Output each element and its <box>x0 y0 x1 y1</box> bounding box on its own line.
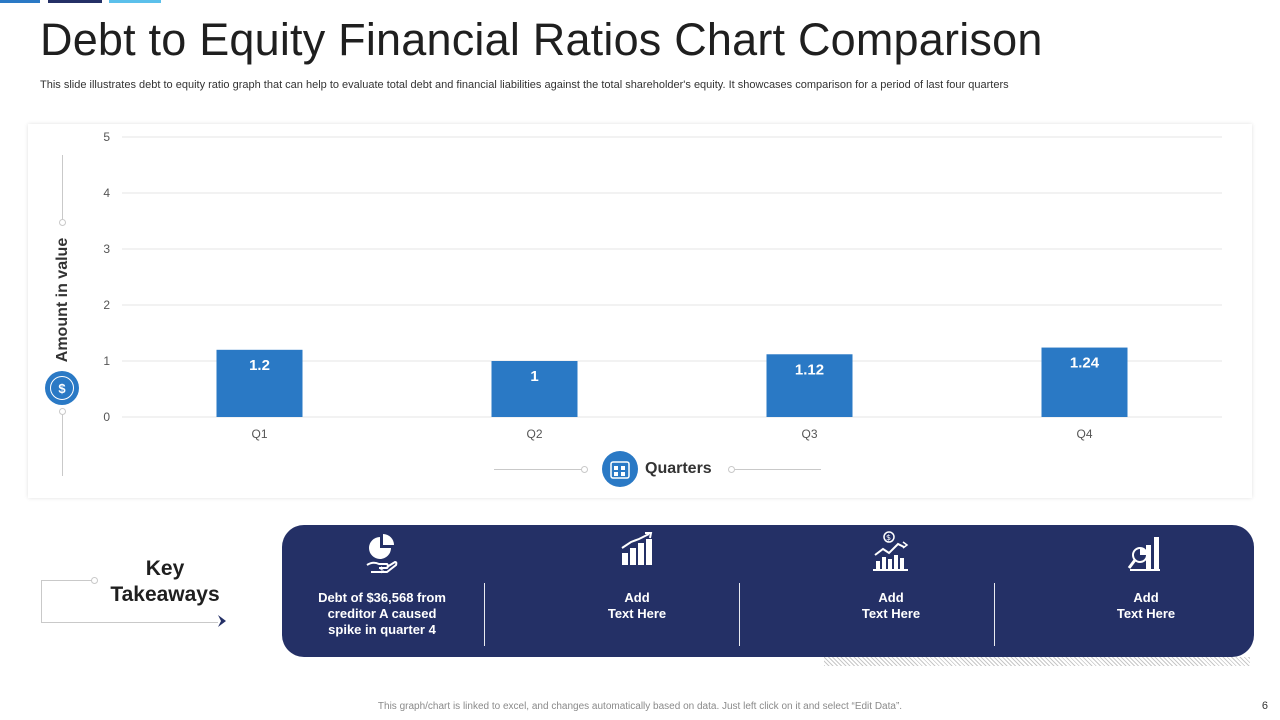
x-tick-label: Q4 <box>1076 427 1092 441</box>
y-axis-title: Amount in value <box>54 237 71 363</box>
xlabel-line-right <box>735 469 821 470</box>
takeaways-title-line1: Key <box>145 557 185 580</box>
top-accent-bar-2 <box>48 0 102 3</box>
x-tick-label: Q3 <box>801 427 817 441</box>
takeaway-4-line2: Text Here <box>1116 606 1176 621</box>
x-tick-label: Q2 <box>526 427 542 441</box>
ylabel-line-top <box>62 155 63 221</box>
xlabel-line-dot-right <box>728 466 735 473</box>
takeaway-4-line1: Add <box>1133 590 1159 605</box>
takeaway-item-2[interactable]: Add Text Here <box>542 525 732 657</box>
page-title: Debt to Equity Financial Ratios Chart Co… <box>40 14 1043 65</box>
y-tick-label: 3 <box>103 242 110 256</box>
page-number: 6 <box>1261 700 1268 712</box>
y-tick-label: 1 <box>103 354 110 368</box>
takeaway-1-line3: spike in quarter 4 <box>328 622 436 637</box>
divider-2 <box>739 583 740 646</box>
takeaway-1-line2: creditor A caused <box>327 606 437 621</box>
top-accent-bar-1 <box>0 0 40 3</box>
svg-text:$: $ <box>886 533 891 542</box>
footer-note: This graph/chart is linked to excel, and… <box>377 701 903 712</box>
pie-chart-hand-icon: $ <box>365 531 399 580</box>
y-tick-label: 5 <box>103 130 110 144</box>
ylabel-line-bottom <box>62 414 63 476</box>
takeaways-title-line2: Takeaways <box>110 583 220 606</box>
x-tick-label: Q1 <box>251 427 267 441</box>
x-axis-title: Quarters <box>645 460 712 477</box>
takeaways-frame-top <box>41 580 93 581</box>
takeaways-title: Key Takeaways <box>100 556 230 608</box>
divider-1 <box>484 583 485 646</box>
bar-chart[interactable]: 0 1 2 3 4 5 1.2 Q1 1 Q2 1.12 Q3 1.24 Q4 <box>0 0 1280 500</box>
bar-chart-icon <box>619 531 655 576</box>
takeaway-2-line2: Text Here <box>607 606 667 621</box>
calendar-circle-icon <box>602 451 638 487</box>
dollar-circle-icon: $ <box>45 371 79 405</box>
takeaway-item-1[interactable]: $ Debt of $36,568 from creditor A caused… <box>286 525 478 657</box>
analytics-icon <box>1126 531 1166 578</box>
data-label: 1.2 <box>249 357 270 374</box>
takeaways-panel: $ Debt of $36,568 from creditor A caused… <box>282 525 1254 657</box>
takeaways-frame <box>41 580 218 623</box>
y-tick-label: 4 <box>103 186 110 200</box>
takeaway-3-line1: Add <box>878 590 904 605</box>
bar <box>491 361 578 417</box>
ylabel-line-dot-top <box>59 219 66 226</box>
chevron-right-icon <box>216 612 228 633</box>
takeaways-frame-dot <box>91 577 98 584</box>
takeaway-3-line2: Text Here <box>861 606 921 621</box>
takeaway-1-line1: Debt of $36,568 from <box>318 590 446 605</box>
bar <box>1041 347 1128 417</box>
takeaway-2-line1: Add <box>624 590 650 605</box>
data-label: 1.24 <box>1070 355 1100 372</box>
xlabel-line-dot-left <box>581 466 588 473</box>
svg-text:$: $ <box>379 565 384 574</box>
takeaway-item-4[interactable]: Add Text Here <box>1050 525 1242 657</box>
bar <box>216 349 303 417</box>
data-label: 1.12 <box>795 361 824 378</box>
chart-card[interactable] <box>28 124 1252 498</box>
data-label: 1 <box>530 368 538 385</box>
y-tick-label: 2 <box>103 298 110 312</box>
panel-shadow <box>824 657 1250 666</box>
divider-3 <box>994 583 995 646</box>
y-tick-label: 0 <box>103 410 110 424</box>
top-accent-bar-3 <box>109 0 161 3</box>
bar <box>766 354 853 417</box>
dollar-growth-chart-icon: $ <box>871 531 911 578</box>
xlabel-line-left <box>494 469 582 470</box>
page-subtitle: This slide illustrates debt to equity ra… <box>40 79 1009 91</box>
takeaway-item-3[interactable]: $ Add Text Here <box>796 525 986 657</box>
